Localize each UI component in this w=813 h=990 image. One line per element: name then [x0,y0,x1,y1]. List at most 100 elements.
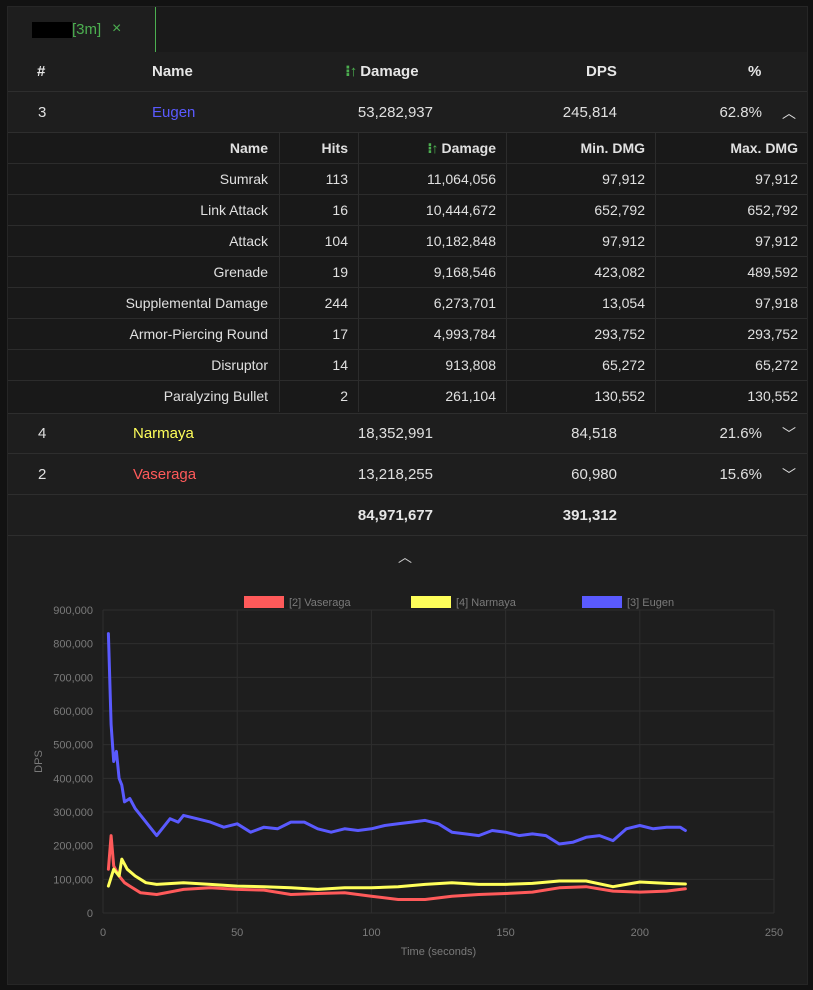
close-icon[interactable]: × [112,20,122,37]
tab-bar: [3m] × [8,7,807,52]
total-damage: 84,971,677 [357,507,433,524]
legend-label: [2] Vaseraga [289,597,351,609]
skill-row: Grenade 19 9,168,546 423,082 489,592 [8,257,807,288]
app-window: [3m] × # Name ⁝↑ Damage DPS % 3 Eugen 53,… [7,6,808,985]
skill-max: 97,918 [655,288,807,319]
skills-header-hits[interactable]: Hits [279,133,358,164]
y-tick-label: 800,000 [53,639,93,651]
skills-header-damage-label: Damage [441,140,496,156]
player-damage: 13,218,255 [357,466,433,483]
y-tick-label: 900,000 [53,605,93,617]
skill-name: Supplemental Damage [125,295,268,311]
skill-max: 489,592 [655,257,807,288]
totals-row: 84,971,677 391,312 [8,496,807,536]
skills-header-min[interactable]: Min. DMG [506,133,655,164]
skill-name: Armor-Piercing Round [129,326,269,342]
header-rank[interactable]: # [37,63,46,80]
skill-hits: 2 [279,381,358,412]
player-percent: 21.6% [719,425,762,442]
player-rank: 3 [38,104,47,121]
skill-min: 97,912 [506,164,655,195]
skill-hits: 104 [279,226,358,257]
skill-max: 293,752 [655,319,807,350]
collapse-chart-icon[interactable]: ︿ [398,549,412,565]
player-name: Eugen [152,104,196,121]
player-name: Vaseraga [133,466,197,483]
y-tick-label: 400,000 [53,773,93,785]
x-tick-label: 0 [100,927,106,939]
player-dps: 245,814 [562,104,617,121]
skill-row: Supplemental Damage 244 6,273,701 13,054… [8,288,807,319]
chevron-down-icon[interactable]: ﹀ [782,426,796,442]
player-row-narmaya[interactable]: 4 Narmaya 18,352,991 84,518 21.6% ﹀ [8,414,807,454]
chevron-down-icon[interactable]: ﹀ [782,467,796,483]
dps-chart: 0 100,000 200,000 300,000 400,000 500,000 600,… [33,596,783,958]
skill-row: Attack 104 10,182,848 97,912 97,912 [8,226,807,257]
skill-hits: 19 [279,257,358,288]
y-tick-label: 700,000 [53,672,93,684]
skill-name: Link Attack [200,202,268,218]
skill-name: Sumrak [219,171,268,187]
sort-ascending-icon: ⁝↑ [427,140,438,156]
skill-damage: 913,808 [358,350,506,381]
header-percent[interactable]: % [748,63,762,80]
legend-swatch [411,596,451,608]
skill-hits: 17 [279,319,358,350]
skill-max: 130,552 [655,381,807,412]
player-percent: 62.8% [719,104,762,121]
skill-damage: 9,168,546 [358,257,506,288]
skill-hits: 16 [279,195,358,226]
skills-header-max[interactable]: Max. DMG [655,133,807,164]
x-tick-label: 150 [496,927,514,939]
header-name[interactable]: Name [152,63,193,80]
player-damage: 18,352,991 [357,425,433,442]
sort-ascending-icon: ⁝↑ [345,63,357,80]
x-tick-label: 100 [362,927,380,939]
y-tick-label: 100,000 [53,874,93,886]
skill-row: Sumrak 113 11,064,056 97,912 97,912 [8,164,807,195]
y-tick-label: 500,000 [53,740,93,752]
skill-min: 13,054 [506,288,655,319]
skill-hits: 113 [279,164,358,195]
chevron-up-icon[interactable]: ︿ [782,105,796,121]
x-tick-label: 250 [765,927,783,939]
skill-max: 652,792 [655,195,807,226]
x-axis-label: Time (seconds) [401,946,476,958]
skill-damage: 11,064,056 [358,164,506,195]
player-row-vaseraga[interactable]: 2 Vaseraga 13,218,255 60,980 15.6% ﹀ [8,455,807,495]
header-damage[interactable]: ⁝↑ Damage [345,52,419,92]
legend-swatch [582,596,622,608]
skill-damage: 261,104 [358,381,506,412]
player-dps: 60,980 [571,466,617,483]
legend-swatch [244,596,284,608]
tab-encounter[interactable]: [3m] × [8,7,156,52]
series-line [106,632,687,846]
skill-max: 65,272 [655,350,807,381]
skill-hits: 14 [279,350,358,381]
skill-name: Grenade [213,264,268,280]
player-dps: 84,518 [571,425,617,442]
skills-table: Name Hits ⁝↑ Damage Min. DMG Max. DMG Sum… [8,133,807,414]
header-dps[interactable]: DPS [586,63,617,80]
tab-label: [3m] [72,21,102,38]
skill-row: Armor-Piercing Round 17 4,993,784 293,75… [8,319,807,350]
y-tick-label: 300,000 [53,807,93,819]
skill-damage: 6,273,701 [358,288,506,319]
legend-label: [4] Narmaya [456,597,517,609]
skill-damage: 4,993,784 [358,319,506,350]
skills-header-damage[interactable]: ⁝↑ Damage [358,133,506,164]
skill-name: Attack [229,233,268,249]
x-tick-label: 200 [631,927,649,939]
y-axis-label: DPS [33,750,45,773]
series-line [106,834,687,901]
skills-header: Name Hits ⁝↑ Damage Min. DMG Max. DMG [8,133,807,164]
header-damage-label: Damage [360,63,419,80]
player-row-eugen[interactable]: 3 Eugen 53,282,937 245,814 62.8% ︿ [8,93,807,133]
total-dps: 391,312 [562,507,617,524]
table-header: # Name ⁝↑ Damage DPS % [8,52,807,92]
skill-min: 130,552 [506,381,655,412]
skill-row: Paralyzing Bullet 2 261,104 130,552 130,… [8,381,807,412]
skill-min: 293,752 [506,319,655,350]
skills-header-name[interactable]: Name [229,140,268,156]
y-tick-label: 600,000 [53,706,93,718]
